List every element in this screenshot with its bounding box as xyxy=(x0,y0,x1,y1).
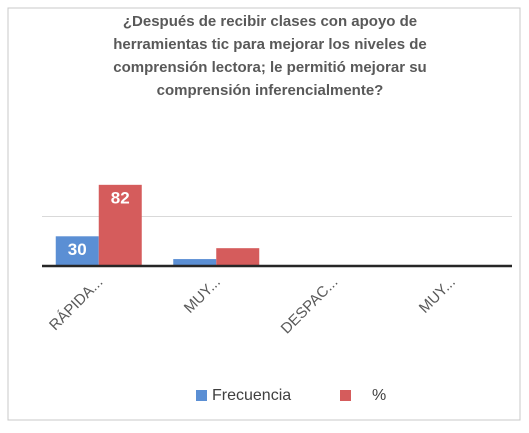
data-label: 30 xyxy=(68,240,87,259)
chart-title: ¿Después de recibir clases con apoyo de xyxy=(123,13,417,30)
data-label: 82 xyxy=(111,188,130,207)
chart-title: comprensión lectora; le permitió mejorar… xyxy=(113,59,426,76)
bar xyxy=(55,236,99,266)
bar xyxy=(98,184,142,266)
data-label: 0 xyxy=(468,245,477,264)
data-label: 0 xyxy=(425,245,434,264)
legend-label: Frecuencia xyxy=(212,387,291,404)
legend-swatch xyxy=(340,390,351,401)
legend-swatch xyxy=(196,390,207,401)
bar xyxy=(173,259,217,266)
bar xyxy=(216,248,260,266)
chart-frame xyxy=(7,7,521,421)
legend-label: % xyxy=(372,387,386,404)
chart-title: comprensión inferencialmente? xyxy=(157,82,384,99)
chart-title: herramientas tic para mejorar los nivele… xyxy=(113,36,426,53)
